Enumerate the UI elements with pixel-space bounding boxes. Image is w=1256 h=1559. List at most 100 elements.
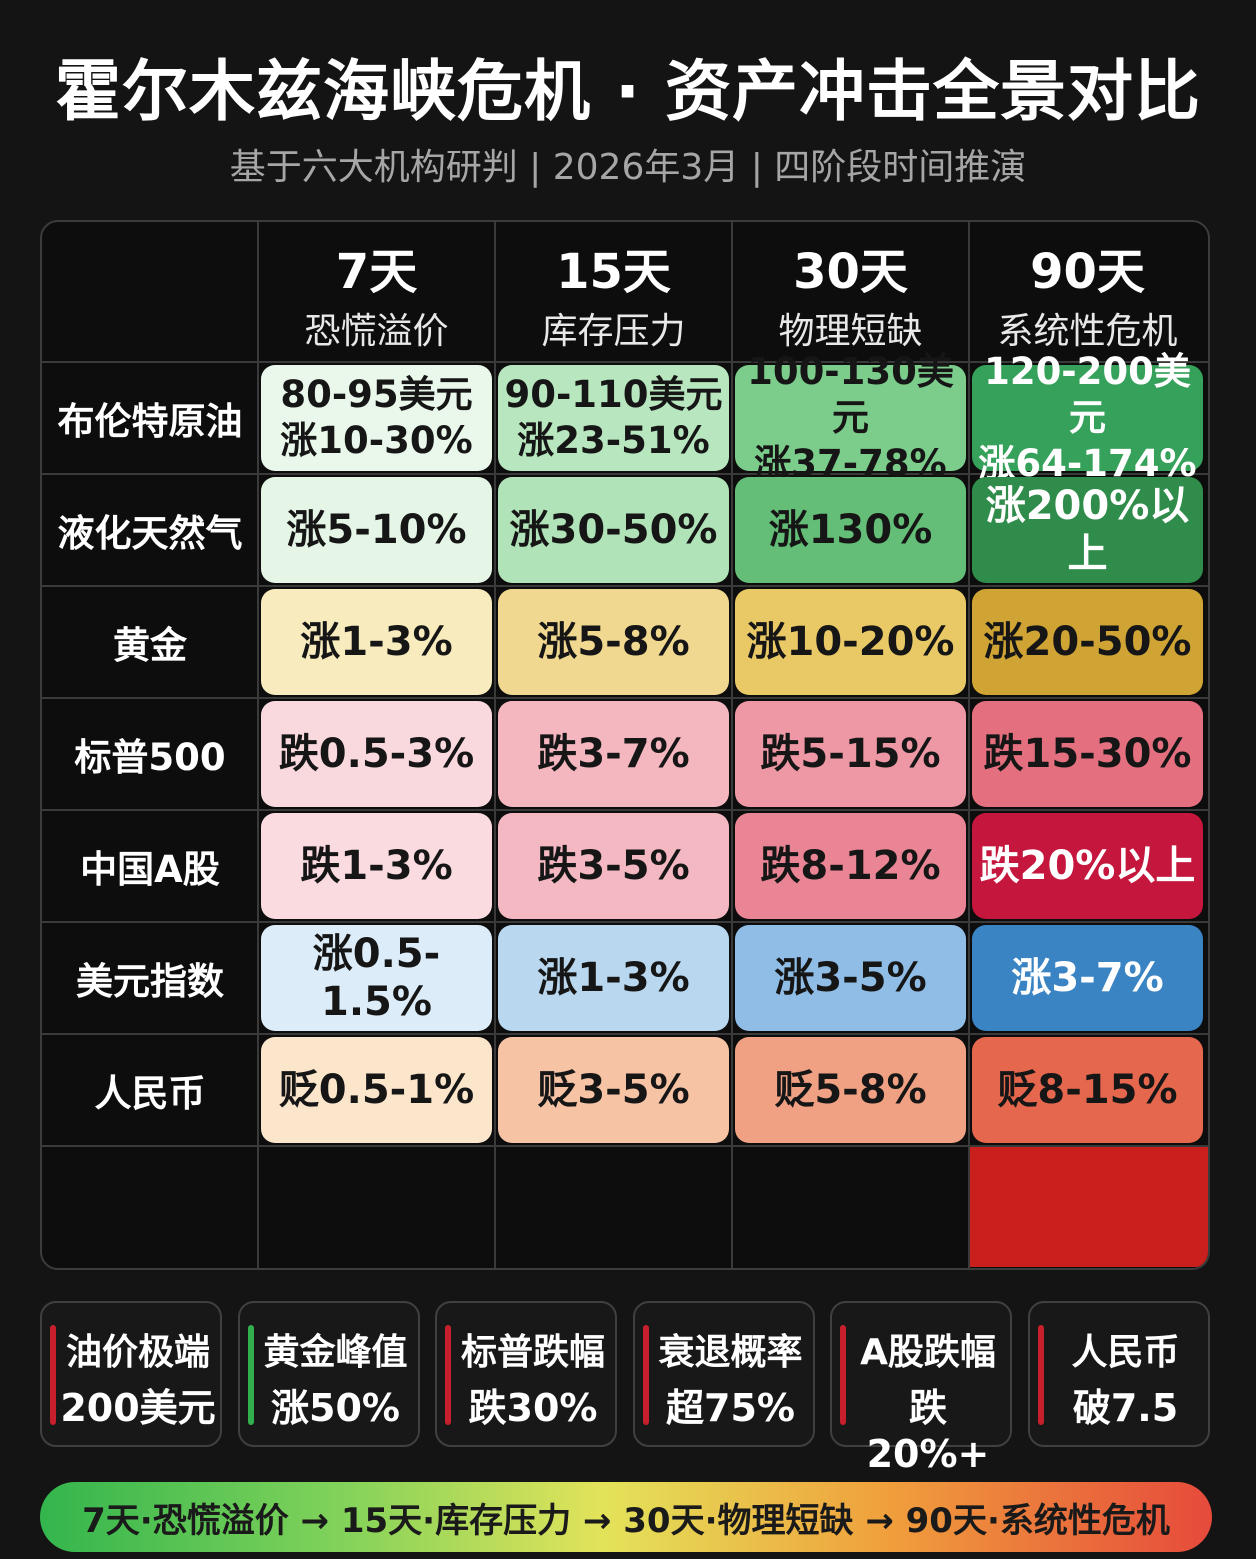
cell-text-line1: 涨3-7% [1011,955,1164,1001]
summary-card: 标普跌幅 跌30% [435,1301,617,1447]
cell-text-line1: 跌15-30% [983,731,1192,777]
cell-text-line1: 贬0.5-1% [278,1067,475,1113]
cell-text-line1: 120-200美元 [984,350,1191,439]
column-header: 90天系统性危机 [969,222,1206,362]
accent-bar [247,1325,254,1425]
value-cell: 90-110美元 涨23-51% [498,365,729,471]
value-cell: 涨5-10% [261,477,492,583]
cell-text-line1: 跌5-15% [760,731,941,777]
card-value: 跌20%+ [866,1386,990,1476]
value-cell: 涨30-50% [498,477,729,583]
value-cell: 贬0.5-1% [261,1037,492,1143]
card-value: 涨50% [271,1386,400,1430]
accent-bar [642,1325,649,1425]
value-cell: 涨5-8% [498,589,729,695]
value-cell: 跌3-5% [498,813,729,919]
card-title: A股跌幅 [860,1332,996,1373]
value-cell: 涨20-50% [972,589,1203,695]
cell-text-line1: 跌3-7% [537,731,690,777]
cell-text-line1: 涨10-20% [746,619,955,665]
grid-line-horizontal [42,809,1208,811]
card-title: 油价极端 [65,1332,210,1373]
comparison-table: 7天 恐慌溢价 15天 库存压力 30天 物理短缺 90天 系统性危机 布伦特原油 80-95美元… [40,220,1210,1270]
summary-card: 衰退概率超75% [632,1301,815,1447]
card-value: 超75% [666,1386,795,1430]
value-cell: 80-95美元 涨10-30% [261,365,492,471]
value-cell: 贬3-5% [498,1037,729,1143]
value-cell: 涨1-3% [498,925,729,1031]
grid-line-vertical [731,222,733,1268]
column-header: 30天 物理短缺 [732,222,969,362]
cell-text-line1: 跌1-3% [300,843,453,889]
column-days: 15天 [556,244,671,300]
value-cell: 贬8-15% [972,1037,1203,1143]
row-label: 人民币 [94,1072,206,1115]
card-value: 200美元 [60,1386,216,1430]
cell-text-line1: 涨5-10% [286,507,467,553]
grid-line-horizontal [42,585,1208,587]
cell-text-line1: 100-130美元 [747,350,954,439]
value-cell: 跌20%以上 [972,813,1203,919]
value-cell: 涨130% [735,477,966,583]
value-cell: 跌0.5-3% [261,701,492,807]
cell-text-line2: 涨23-51% [517,419,710,462]
column-phase: 系统性危机 [997,311,1178,352]
grid-line-vertical [257,222,259,1268]
value-cell: 跌15-30% [972,701,1203,807]
grid-line-horizontal [42,1145,1208,1147]
row-label: 标普500 [74,736,226,779]
card-value: 破7.5 [1072,1386,1179,1430]
card-title: 黄金峰值 [263,1332,408,1373]
column-header: 7天恐慌溢价 [258,222,495,362]
column-days: 7天 [335,244,418,300]
card-title: 标普跌幅 [460,1332,605,1373]
value-cell: 涨200%以上 [972,477,1203,583]
grid-line-horizontal [42,1033,1208,1035]
cell-text-line1: 跌0.5-3% [278,731,475,777]
cell-text-line1: 涨200%以上 [985,483,1190,577]
value-cell: 贬5-8% [735,1037,966,1143]
cell-text-line1: 90-110美元 [504,373,723,416]
value-cell: 涨3-5% [735,925,966,1031]
accent-bar [840,1325,846,1425]
page-title: 霍尔木兹海峡危机 · 资产冲击全景对比 [54,53,1202,130]
cell-text-line1: 跌20%以上 [979,843,1196,889]
summary-card: 黄金峰值涨50% [237,1301,420,1447]
cell-text-line1: 贬8-15% [997,1067,1178,1113]
cell-text-line1: 涨1-3% [537,955,690,1001]
row-label: 布伦特原油 [57,400,243,443]
column-header: 15天 库存压力 [495,222,732,362]
empty-row-red-fill [970,1147,1208,1267]
summary-cards: 油价极端 200美元 黄金峰值 涨50% 标普跌幅 跌30% 衰退概率 超75% A股跌幅 跌20… [40,1301,1212,1476]
summary-card: 油价极端 200美元 [40,1301,222,1447]
card-title: 衰退概率 [658,1332,803,1373]
value-cell: 跌5-15% [735,701,966,807]
cell-text-line1: 涨30-50% [509,507,718,553]
value-cell: 100-130美元 涨37-78% [735,350,966,485]
cell-text-line2: 涨10-30% [280,419,473,462]
cell-text-line1: 涨1-3% [300,619,453,665]
accent-bar [1037,1325,1044,1425]
value-cell: 120-200美元 涨64-174% [972,350,1203,485]
column-phase: 恐慌溢价 [304,311,449,352]
column-days: 30天 [793,244,908,300]
cell-text-line1: 涨0.5-1.5% [312,931,441,1025]
card-title: 人民币 [1071,1332,1180,1373]
page-subtitle: 基于六大机构研判 | 2026年3月 | 四阶段时间推演 [229,147,1027,188]
cell-text-line1: 贬5-8% [774,1067,927,1113]
value-cell: 跌1-3% [261,813,492,919]
grid-line-vertical [494,222,496,1268]
value-cell: 涨1-3% [261,589,492,695]
grid-line-horizontal [42,697,1208,699]
value-cell: 跌3-7% [498,701,729,807]
value-cell: 涨0.5-1.5% [261,925,492,1031]
grid-line-vertical [968,222,970,1268]
row-label: 美元指数 [76,960,224,1003]
cell-text-line1: 涨130% [768,507,933,553]
grid-line-horizontal [42,361,1208,363]
row-label: 液化天然气 [57,512,243,555]
grid-line-horizontal [42,473,1208,475]
column-days: 90天 [1030,244,1145,300]
cell-text-line1: 80-95美元 [280,373,473,416]
value-cell: 涨10-20% [735,589,966,695]
